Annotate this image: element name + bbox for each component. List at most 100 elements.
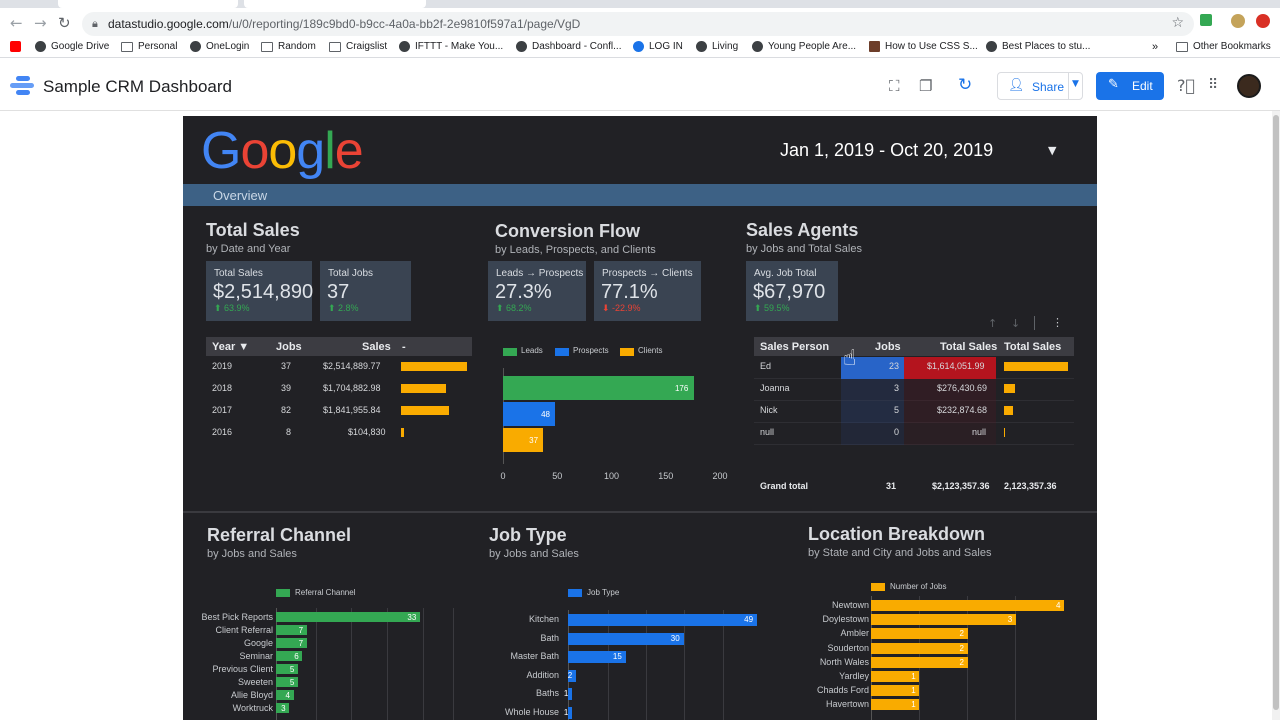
bar[interactable] <box>276 703 290 713</box>
report-title[interactable]: Sample CRM Dashboard <box>43 77 232 96</box>
scrollbar-thumb[interactable] <box>1273 115 1279 710</box>
omnibox[interactable]: 🔒︎ datastudio.google.com/u/0/reporting/1… <box>82 12 1194 36</box>
extension-icon[interactable] <box>1200 14 1212 26</box>
bookmark-label: Craigslist <box>346 41 388 52</box>
column-header-total-sales[interactable]: Total Sales <box>940 341 998 353</box>
legend-label[interactable]: Clients <box>638 346 663 355</box>
bookmark-item[interactable]: Random <box>261 41 316 52</box>
bookmark-youtube[interactable] <box>10 41 21 52</box>
bookmark-item[interactable]: Best Places to stu... <box>986 41 1090 52</box>
legend-label[interactable]: Referral Channel <box>295 588 356 597</box>
bar[interactable] <box>568 632 684 645</box>
bar[interactable] <box>568 688 572 700</box>
bar[interactable] <box>503 428 544 452</box>
forward-icon[interactable]: → <box>34 14 47 32</box>
refresh-icon[interactable]: ↻ <box>958 75 973 95</box>
column-header-year[interactable]: Year ▼ <box>212 341 250 353</box>
bar[interactable] <box>276 664 298 674</box>
bar[interactable] <box>276 612 421 622</box>
table-row[interactable] <box>754 401 1074 423</box>
tab-overview[interactable]: Overview <box>213 188 268 203</box>
share-dropdown-icon[interactable]: ▼ <box>1072 79 1079 89</box>
bar[interactable] <box>568 669 576 682</box>
logo-letter: e <box>334 122 364 180</box>
other-bookmarks[interactable]: Other Bookmarks <box>1176 41 1271 52</box>
legend-label[interactable]: Job Type <box>587 588 620 597</box>
table-row[interactable] <box>754 423 1074 445</box>
bookmark-item[interactable]: OneLogin <box>190 41 249 52</box>
page-scrollbar[interactable] <box>1272 111 1280 720</box>
bookmark-item[interactable]: Google Drive <box>35 41 109 52</box>
bookmark-item[interactable]: Personal <box>121 41 177 52</box>
bookmark-item[interactable]: Living <box>696 41 738 52</box>
browser-tab[interactable] <box>58 0 238 8</box>
back-icon[interactable]: ← <box>10 14 23 32</box>
browser-tab-active[interactable] <box>244 0 426 8</box>
copy-icon[interactable]: ❐ <box>919 77 933 95</box>
help-icon[interactable]: ?⃝ <box>1177 76 1196 95</box>
reload-icon[interactable]: ↻ <box>58 14 71 32</box>
bar[interactable] <box>871 699 920 711</box>
more-options-icon[interactable]: ⋮ <box>1052 316 1063 329</box>
column-header-jobs[interactable]: Jobs <box>276 341 302 353</box>
table-row[interactable] <box>206 423 472 445</box>
kpi-total-sales[interactable]: Total Sales $2,514,890 ⬆ 63.9% <box>206 261 313 321</box>
sort-up-icon[interactable]: ↑ <box>988 317 998 330</box>
bar[interactable] <box>276 677 298 687</box>
more-bookmarks-icon[interactable]: » <box>1152 41 1159 53</box>
bar[interactable] <box>503 402 556 426</box>
bar[interactable] <box>871 600 1064 611</box>
share-button[interactable]: 👤︎ Share ▼ <box>997 72 1083 100</box>
cell-sales-person: null <box>760 427 775 437</box>
bar[interactable] <box>871 671 920 682</box>
bookmark-item[interactable]: Young People Are... <box>752 41 856 52</box>
kpi-prospects-clients[interactable]: Prospects → Clients 77.1% ⬇ -22.9% <box>594 261 701 321</box>
bookmark-item[interactable]: Dashboard - Confl... <box>516 41 622 52</box>
column-header-total-sales-bar[interactable]: Total Sales <box>1004 341 1062 353</box>
url-text[interactable]: datastudio.google.com/u/0/reporting/189c… <box>108 17 580 31</box>
extension-icon[interactable] <box>1231 14 1245 28</box>
kpi-value: 77.1% <box>601 281 658 303</box>
chevron-down-icon[interactable]: ▼ <box>1048 144 1057 157</box>
data-studio-logo-icon[interactable] <box>10 76 34 96</box>
sort-down-icon[interactable]: ↓ <box>1011 317 1021 330</box>
bar[interactable] <box>871 656 968 668</box>
bar[interactable] <box>276 690 294 700</box>
column-header-sales-person[interactable]: Sales Person <box>760 341 830 353</box>
extension-icon[interactable] <box>1256 14 1270 28</box>
legend-label[interactable]: Prospects <box>573 346 609 355</box>
edit-button[interactable]: ✎ Edit <box>1096 72 1164 100</box>
bar[interactable] <box>503 376 694 400</box>
apps-grid-icon[interactable]: ⠿ <box>1208 77 1219 93</box>
bar[interactable] <box>871 685 920 697</box>
kpi-label: Avg. Job Total <box>754 268 817 279</box>
date-range-picker[interactable]: Jan 1, 2019 - Oct 20, 2019 <box>780 140 994 160</box>
bar[interactable] <box>871 628 968 640</box>
kpi-total-jobs[interactable]: Total Jobs 37 ⬆ 2.8% <box>320 261 411 321</box>
avatar[interactable] <box>1237 74 1261 98</box>
bar[interactable] <box>276 651 303 661</box>
bar[interactable] <box>871 642 968 654</box>
bar[interactable] <box>568 651 626 663</box>
kpi-avg-job-total[interactable]: Avg. Job Total $67,970 ⬆ 59.5% <box>746 261 838 321</box>
bookmark-star-icon[interactable]: ☆ <box>1171 15 1184 31</box>
bar[interactable] <box>276 625 307 635</box>
bar[interactable] <box>871 614 1016 626</box>
bookmark-item[interactable]: LOG IN <box>633 41 683 52</box>
bookmark-item[interactable]: How to Use CSS S... <box>869 41 978 52</box>
kpi-leads-prospects[interactable]: Leads → Prospects 27.3% ⬆ 68.2% <box>488 261 586 321</box>
bar[interactable] <box>276 638 307 648</box>
legend-label[interactable]: Leads <box>521 346 543 355</box>
column-header-bar[interactable]: - <box>402 341 406 353</box>
bar[interactable] <box>568 706 572 719</box>
column-header-jobs[interactable]: Jobs <box>875 341 901 353</box>
column-header-sales[interactable]: Sales <box>362 341 391 353</box>
fullscreen-icon[interactable]: ⛶ <box>889 77 900 95</box>
bookmark-item[interactable]: IFTTT - Make You... <box>399 41 503 52</box>
bookmark-item[interactable]: Craigslist <box>329 41 387 52</box>
legend-label[interactable]: Number of Jobs <box>890 582 947 591</box>
bar[interactable] <box>568 614 758 626</box>
table-row[interactable] <box>754 379 1074 401</box>
total-sales-bar <box>1004 362 1068 371</box>
category-label: Yardley <box>839 671 869 681</box>
